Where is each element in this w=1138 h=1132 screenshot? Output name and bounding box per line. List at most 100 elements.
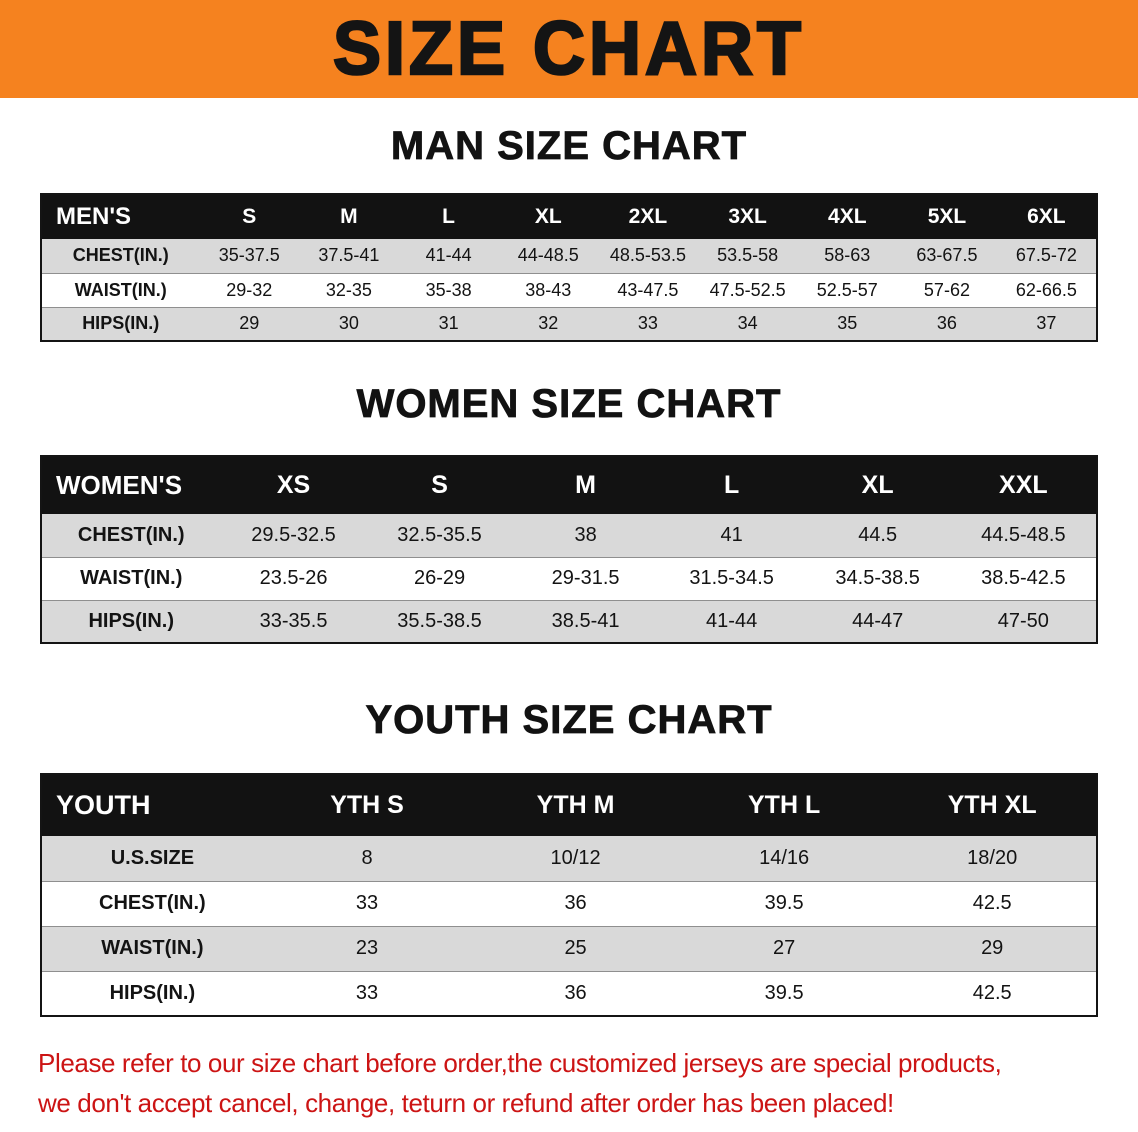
men-cell: 31 bbox=[438, 313, 459, 334]
disclaimer-line-1: Please refer to our size chart before or… bbox=[38, 1048, 1002, 1078]
women-cell: 44-47 bbox=[852, 609, 904, 632]
men-cell: 29-32 bbox=[226, 279, 273, 300]
men-cell: 41-44 bbox=[425, 245, 472, 266]
youth-row-label: HIPS(IN.) bbox=[109, 981, 196, 1004]
women-cell: 38 bbox=[574, 523, 597, 546]
youth-cell: 33 bbox=[355, 892, 379, 914]
women-cell: 35.5-38.5 bbox=[397, 609, 482, 632]
men-chest-row: CHEST(IN.) 35-37.5 37.5-41 41-44 44-48.5… bbox=[41, 239, 1097, 273]
youth-header-size: YTH L bbox=[748, 791, 821, 819]
women-chest-row: CHEST(IN.) 29.5-32.5 32.5-35.5 38 41 44.… bbox=[41, 514, 1097, 557]
youth-cell: 33 bbox=[355, 981, 379, 1004]
women-cell: 29.5-32.5 bbox=[251, 523, 336, 546]
women-cell: 41 bbox=[720, 523, 743, 546]
men-header-row: MEN'S S M L XL 2XL 3XL 4XL 5XL 6XL bbox=[41, 194, 1097, 239]
youth-cell: 8 bbox=[361, 846, 373, 869]
women-size-table: WOMEN'S XS S M L XL XXL CHEST(IN.) 29.5-… bbox=[40, 455, 1098, 644]
men-header-size: 4XL bbox=[828, 205, 867, 228]
women-cell: 32.5-35.5 bbox=[397, 523, 482, 546]
women-header-size: S bbox=[431, 471, 448, 499]
men-cell: 52.5-57 bbox=[816, 279, 878, 300]
men-hips-row: HIPS(IN.) 29 30 31 32 33 34 35 36 37 bbox=[41, 307, 1097, 341]
women-cell: 29-31.5 bbox=[551, 567, 620, 589]
men-row-label: CHEST(IN.) bbox=[72, 245, 169, 266]
youth-cell: 39.5 bbox=[764, 892, 804, 914]
men-header-size: L bbox=[442, 205, 455, 228]
women-header-size: XS bbox=[276, 471, 311, 499]
men-cell: 67.5-72 bbox=[1015, 245, 1077, 266]
women-cell: 38.5-41 bbox=[551, 609, 620, 632]
women-waist-row: WAIST(IN.) 23.5-26 26-29 29-31.5 31.5-34… bbox=[41, 557, 1097, 600]
youth-cell: 27 bbox=[772, 937, 796, 959]
men-header-size: 5XL bbox=[927, 205, 967, 228]
youth-header-label: YOUTH bbox=[56, 790, 151, 820]
men-cell: 63-67.5 bbox=[916, 245, 978, 266]
women-header-row: WOMEN'S XS S M L XL XXL bbox=[41, 456, 1097, 514]
women-cell: 44.5-48.5 bbox=[981, 523, 1066, 546]
women-cell: 47-50 bbox=[997, 609, 1049, 632]
women-header-size: XL bbox=[861, 471, 894, 499]
women-row-label: HIPS(IN.) bbox=[88, 609, 175, 632]
men-header-size: 3XL bbox=[728, 205, 767, 228]
youth-waist-row: WAIST(IN.) 23 25 27 29 bbox=[41, 926, 1097, 971]
men-cell: 43-47.5 bbox=[617, 279, 679, 300]
men-cell: 37.5-41 bbox=[318, 245, 380, 266]
women-cell: 26-29 bbox=[413, 567, 466, 589]
youth-cell: 10/12 bbox=[550, 846, 601, 869]
women-cell: 38.5-42.5 bbox=[981, 567, 1066, 589]
men-row-label: WAIST(IN.) bbox=[74, 279, 167, 300]
youth-cell: 25 bbox=[564, 937, 587, 959]
youth-hips-row: HIPS(IN.) 33 36 39.5 42.5 bbox=[41, 971, 1097, 1016]
youth-ussize-row: U.S.SIZE 8 10/12 14/16 18/20 bbox=[41, 836, 1097, 881]
women-header-size: M bbox=[575, 471, 596, 499]
banner-title: SIZE CHART bbox=[332, 6, 805, 93]
men-header-size: 6XL bbox=[1027, 205, 1066, 228]
men-cell: 57-62 bbox=[923, 279, 970, 300]
youth-cell: 42.5 bbox=[972, 892, 1012, 914]
men-cell: 53.5-58 bbox=[717, 245, 779, 266]
disclaimer-text: Please refer to our size chart before or… bbox=[38, 1043, 1138, 1124]
women-hips-row: HIPS(IN.) 33-35.5 35.5-38.5 38.5-41 41-4… bbox=[41, 600, 1097, 643]
youth-header-size: YTH M bbox=[536, 791, 615, 819]
men-cell: 29 bbox=[239, 313, 260, 334]
men-section-heading: MAN SIZE CHART bbox=[390, 124, 748, 169]
women-header-label: WOMEN'S bbox=[56, 470, 183, 500]
men-cell: 35-37.5 bbox=[218, 245, 280, 266]
youth-cell: 36 bbox=[564, 981, 587, 1004]
women-cell: 44.5 bbox=[858, 523, 898, 546]
youth-cell: 42.5 bbox=[972, 981, 1012, 1004]
women-cell: 41-44 bbox=[706, 609, 758, 632]
women-cell: 34.5-38.5 bbox=[835, 567, 920, 589]
women-section-heading: WOMEN SIZE CHART bbox=[356, 382, 782, 427]
men-header-size: M bbox=[340, 205, 358, 228]
youth-size-table: YOUTH YTH S YTH M YTH L YTH XL U.S.SIZE … bbox=[40, 773, 1098, 1017]
youth-chest-row: CHEST(IN.) 33 36 39.5 42.5 bbox=[41, 881, 1097, 926]
men-header-size: XL bbox=[534, 205, 562, 228]
men-cell: 58-63 bbox=[824, 245, 871, 266]
youth-cell: 39.5 bbox=[764, 981, 804, 1004]
men-cell: 32-35 bbox=[325, 279, 372, 300]
men-cell: 32 bbox=[538, 313, 559, 334]
men-cell: 33 bbox=[637, 313, 658, 334]
women-cell: 33-35.5 bbox=[259, 609, 328, 632]
youth-header-size: YTH XL bbox=[947, 791, 1037, 819]
youth-cell: 23 bbox=[355, 937, 379, 959]
women-cell: 23.5-26 bbox=[259, 567, 328, 589]
men-cell: 44-48.5 bbox=[517, 245, 579, 266]
men-row-label: HIPS(IN.) bbox=[82, 313, 160, 334]
men-cell: 35 bbox=[837, 313, 858, 334]
men-cell: 35-38 bbox=[425, 279, 472, 300]
men-cell: 62-66.5 bbox=[1015, 279, 1077, 300]
men-header-size: S bbox=[242, 205, 257, 228]
women-header-size: L bbox=[723, 471, 740, 499]
youth-section-heading: YOUTH SIZE CHART bbox=[365, 698, 773, 743]
men-header-label: MEN'S bbox=[56, 203, 132, 230]
youth-cell: 29 bbox=[981, 937, 1004, 959]
men-waist-row: WAIST(IN.) 29-32 32-35 35-38 38-43 43-47… bbox=[41, 273, 1097, 307]
men-cell: 47.5-52.5 bbox=[709, 279, 786, 300]
men-cell: 38-43 bbox=[525, 279, 572, 300]
banner: SIZE CHART bbox=[0, 0, 1138, 98]
men-cell: 34 bbox=[737, 313, 758, 334]
youth-cell: 14/16 bbox=[759, 846, 810, 869]
youth-row-label: WAIST(IN.) bbox=[101, 937, 204, 959]
